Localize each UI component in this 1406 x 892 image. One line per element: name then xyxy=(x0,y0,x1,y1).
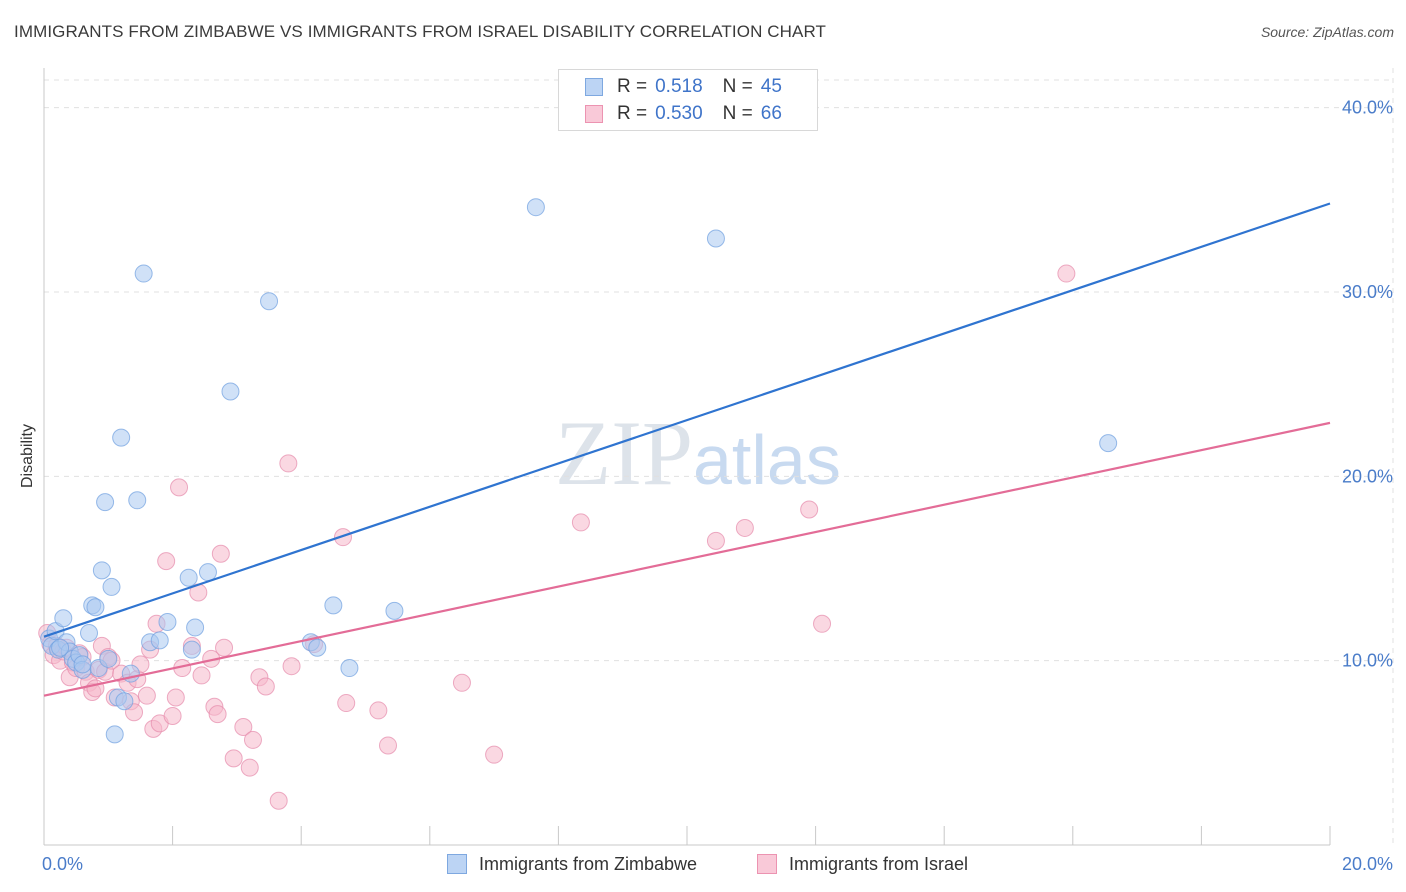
legend-swatch-pink xyxy=(585,105,603,123)
bottom-swatch-pink xyxy=(757,854,777,874)
data-point xyxy=(282,657,301,676)
data-point xyxy=(115,692,134,711)
data-point xyxy=(158,612,177,631)
legend-row-israel: R = 0.530 N = 66 xyxy=(585,102,782,126)
legend-n-label: N = xyxy=(722,76,753,97)
y-tick-label: 30.0% xyxy=(1342,282,1393,302)
trend-line-zimbabwe xyxy=(43,202,1331,638)
data-point xyxy=(369,701,388,720)
data-point xyxy=(813,614,832,633)
data-point xyxy=(198,563,217,582)
source-credit: Source: ZipAtlas.com xyxy=(1260,24,1394,40)
data-point xyxy=(269,791,288,810)
legend-r-value: 0.530 xyxy=(655,103,703,124)
data-point xyxy=(157,552,176,571)
data-point xyxy=(179,568,198,587)
data-point xyxy=(485,745,504,764)
data-point xyxy=(166,688,185,707)
x-tick-label: 20.0% xyxy=(1342,854,1393,874)
data-point xyxy=(92,561,111,580)
data-point xyxy=(385,601,404,620)
data-point xyxy=(186,618,205,637)
data-point xyxy=(224,749,243,768)
data-point xyxy=(308,638,327,657)
bottom-legend-israel: Immigrants from Israel xyxy=(757,851,968,877)
data-point xyxy=(80,624,99,643)
data-point xyxy=(1057,264,1076,283)
watermark-main: ZIP xyxy=(555,402,693,504)
data-point xyxy=(324,596,343,615)
axes xyxy=(43,68,1331,846)
data-point xyxy=(571,513,590,532)
watermark: ZIPatlas xyxy=(555,400,841,506)
bottom-legend-zimbabwe: Immigrants from Zimbabwe xyxy=(447,851,697,877)
legend-row-zimbabwe: R = 0.518 N = 45 xyxy=(585,75,782,99)
data-point xyxy=(51,638,70,657)
legend-swatch-blue xyxy=(585,78,603,96)
tick-labels: 10.0% 20.0% 30.0% 40.0% 0.0% 20.0% xyxy=(42,98,1393,874)
data-point xyxy=(96,493,115,512)
data-point xyxy=(211,544,230,563)
data-point xyxy=(526,198,545,217)
data-point xyxy=(706,531,725,550)
data-point xyxy=(134,264,153,283)
data-point xyxy=(102,577,121,596)
data-point xyxy=(221,382,240,401)
data-points xyxy=(38,198,1118,810)
data-point xyxy=(337,694,356,713)
data-point xyxy=(333,528,352,547)
legend-n-value: 45 xyxy=(760,76,782,97)
data-point xyxy=(208,705,227,724)
data-point xyxy=(192,666,211,685)
data-point xyxy=(99,649,118,668)
data-point xyxy=(379,736,398,755)
x-tick-label: 0.0% xyxy=(42,854,83,874)
data-point xyxy=(215,638,234,657)
y-tick-label: 10.0% xyxy=(1342,651,1393,671)
bottom-legend-label: Immigrants from Zimbabwe xyxy=(479,853,698,874)
data-point xyxy=(256,677,275,696)
data-point xyxy=(128,491,147,510)
data-point xyxy=(182,640,201,659)
legend-r-label: R = xyxy=(617,76,648,97)
data-point xyxy=(86,598,105,617)
data-point xyxy=(240,758,259,777)
data-point xyxy=(800,500,819,519)
legend-r-label: R = xyxy=(617,103,648,124)
bottom-swatch-blue xyxy=(447,854,467,874)
data-point xyxy=(150,631,169,650)
trend-line-israel xyxy=(43,421,1331,697)
correlation-legend: R = 0.518 N = 45 R = 0.530 N = 66 xyxy=(558,69,818,131)
data-point xyxy=(54,609,73,628)
data-point xyxy=(735,518,754,537)
chart-title: IMMIGRANTS FROM ZIMBABWE VS IMMIGRANTS F… xyxy=(14,22,827,41)
watermark-suffix: atlas xyxy=(693,421,841,499)
data-point xyxy=(137,686,156,705)
data-point xyxy=(452,673,471,692)
legend-n-value: 66 xyxy=(760,103,782,124)
data-point xyxy=(234,718,253,737)
data-point xyxy=(73,655,92,674)
legend-r-value: 0.518 xyxy=(655,76,703,97)
data-point xyxy=(279,454,298,473)
data-point xyxy=(243,730,262,749)
data-point xyxy=(340,659,359,678)
y-tick-label: 40.0% xyxy=(1342,98,1393,118)
data-point xyxy=(260,292,279,311)
y-tick-label: 20.0% xyxy=(1342,466,1393,486)
bottom-legend-label: Immigrants from Israel xyxy=(789,853,969,874)
data-point xyxy=(706,229,725,248)
data-point xyxy=(112,428,131,447)
data-point xyxy=(163,706,182,725)
data-point xyxy=(105,725,124,744)
legend-n-label: N = xyxy=(722,103,753,124)
data-point xyxy=(86,679,105,698)
trend-lines xyxy=(43,202,1331,697)
data-point xyxy=(170,478,189,497)
data-point xyxy=(1099,434,1118,453)
